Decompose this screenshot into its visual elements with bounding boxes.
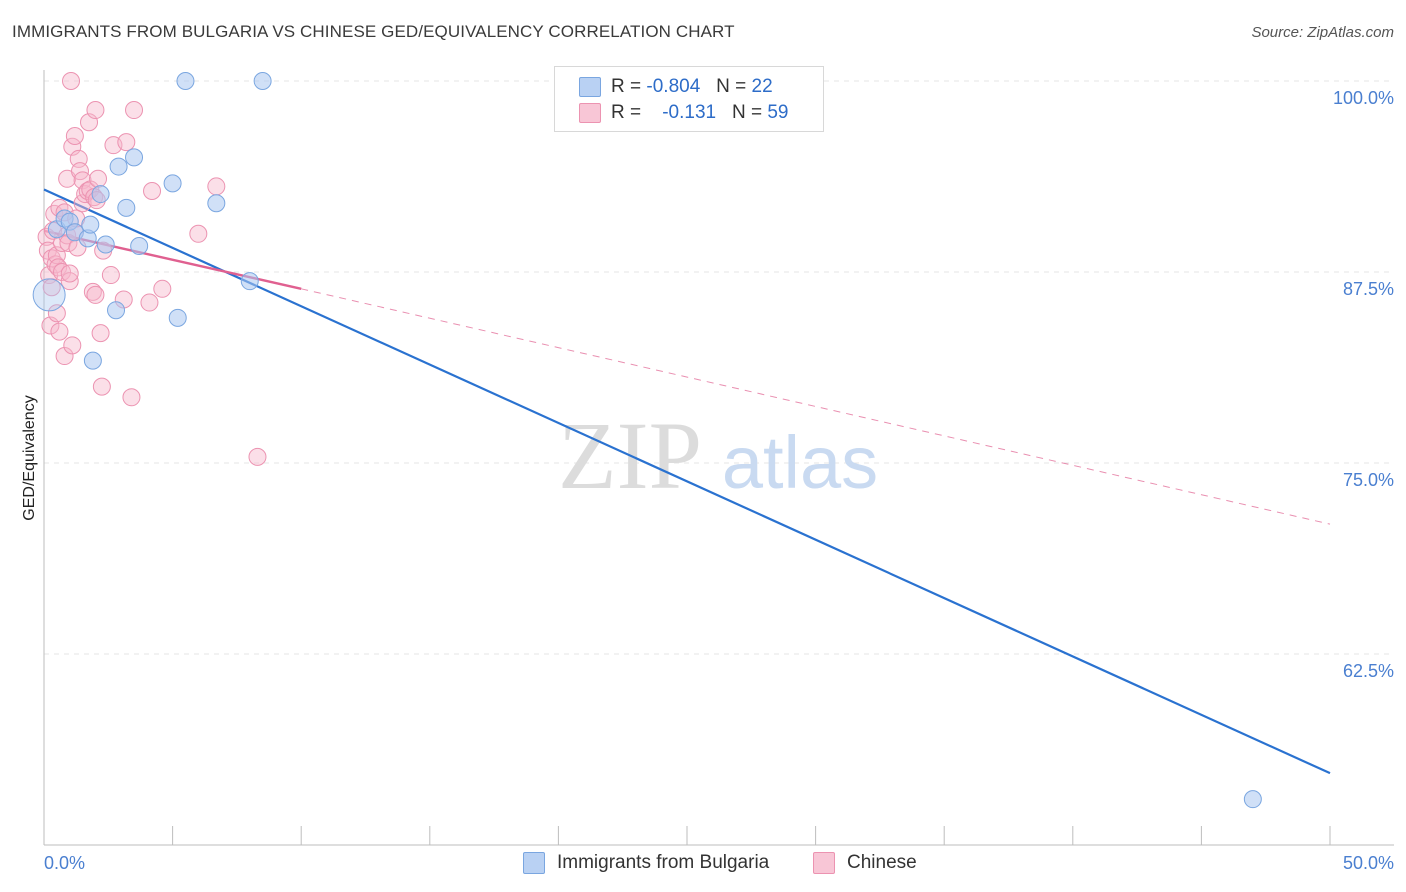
y-tick-labels: 100.0% 87.5% 75.0% 62.5% <box>1333 88 1394 681</box>
chinese-point <box>92 377 111 396</box>
bulgaria-point <box>163 174 182 193</box>
chinese-point <box>60 264 79 283</box>
bulgaria-point <box>125 148 144 167</box>
y-tick-label: 62.5% <box>1343 661 1394 681</box>
bulgaria-point <box>207 194 226 213</box>
y-tick-label: 87.5% <box>1343 279 1394 299</box>
chinese-point <box>62 72 81 90</box>
series-legend: Immigrants from Bulgaria Chinese <box>0 852 1406 878</box>
y-tick-label: 75.0% <box>1343 470 1394 490</box>
chinese-point <box>248 447 267 466</box>
chinese-point <box>47 304 66 323</box>
bulgaria-point <box>117 198 136 217</box>
source-label: Source: ZipAtlas.com <box>1251 24 1394 41</box>
chinese-point <box>89 169 108 188</box>
chinese-point <box>125 101 144 120</box>
blue-swatch <box>579 77 601 97</box>
chinese-point <box>50 322 69 341</box>
chinese-point <box>189 224 208 243</box>
chinese-point <box>46 255 65 274</box>
bulgaria-point <box>81 215 100 234</box>
gridlines <box>44 80 1394 655</box>
trend-lines <box>43 188 1331 775</box>
x-tick-label-max: 50.0% <box>1343 853 1394 873</box>
bulgaria-point <box>168 308 187 327</box>
legend-row-bulgaria: R = -0.804 N = 22 <box>579 75 773 99</box>
legend-item-bulgaria: Immigrants from Bulgaria <box>523 852 769 874</box>
chinese-point <box>53 263 72 281</box>
bulgaria-trend-line <box>43 188 1331 775</box>
chinese-point <box>101 266 120 285</box>
legend-row-chinese: R = -0.131 N = 59 <box>579 101 788 125</box>
n-label: N = <box>716 76 747 97</box>
n-value: 22 <box>751 76 773 97</box>
bulgaria-point <box>83 351 102 370</box>
bulgaria-point <box>107 301 126 320</box>
chinese-point <box>63 336 82 355</box>
bulgaria-point <box>130 237 149 256</box>
n-value: 59 <box>767 102 789 123</box>
chinese-point <box>143 182 162 201</box>
chinese-point <box>140 293 159 312</box>
bulgaria-point <box>91 185 110 204</box>
chinese-point <box>60 272 79 291</box>
legend-item-chinese: Chinese <box>813 852 917 874</box>
bulgaria-point <box>240 272 259 291</box>
legend-label-bulgaria: Immigrants from Bulgaria <box>557 852 770 873</box>
axes <box>43 70 1394 846</box>
chinese-point <box>117 133 136 152</box>
watermark-atlas: atlas <box>722 421 878 504</box>
r-label: R = <box>611 102 642 123</box>
chinese-point <box>86 285 105 304</box>
x-tick-label-min: 0.0% <box>44 853 85 873</box>
r-value: -0.804 <box>646 76 701 97</box>
bulgaria-point <box>176 72 195 90</box>
x-tick-labels: 0.0% 50.0% <box>44 853 1394 873</box>
pink-swatch <box>813 852 835 874</box>
pink-swatch <box>579 103 601 123</box>
chinese-point <box>153 279 172 298</box>
chinese-point <box>83 282 102 301</box>
chart-title: IMMIGRANTS FROM BULGARIA VS CHINESE GED/… <box>12 22 735 41</box>
bulgaria-point <box>1243 790 1262 809</box>
chinese-point <box>91 324 110 343</box>
chinese-point <box>207 177 226 196</box>
bulgaria-point <box>109 157 128 176</box>
chinese-point <box>65 127 84 146</box>
chinese-trend-extension <box>301 288 1331 525</box>
legend-label-chinese: Chinese <box>847 852 917 873</box>
data-points <box>32 72 1262 809</box>
r-value: -0.131 <box>662 102 717 123</box>
bulgaria-point <box>253 72 272 90</box>
chinese-point <box>122 388 141 407</box>
blue-swatch <box>523 852 545 874</box>
correlation-legend: R = -0.804 N = 22 R = -0.131 N = 59 <box>554 66 824 132</box>
bulgaria-point <box>96 235 115 254</box>
chinese-point <box>86 101 105 120</box>
watermark: ZIP atlas <box>558 402 878 509</box>
r-label: R = <box>611 76 642 97</box>
bulgaria-point <box>32 278 66 312</box>
y-tick-label: 100.0% <box>1333 88 1394 108</box>
n-label: N = <box>731 102 763 123</box>
chinese-point <box>73 171 92 190</box>
